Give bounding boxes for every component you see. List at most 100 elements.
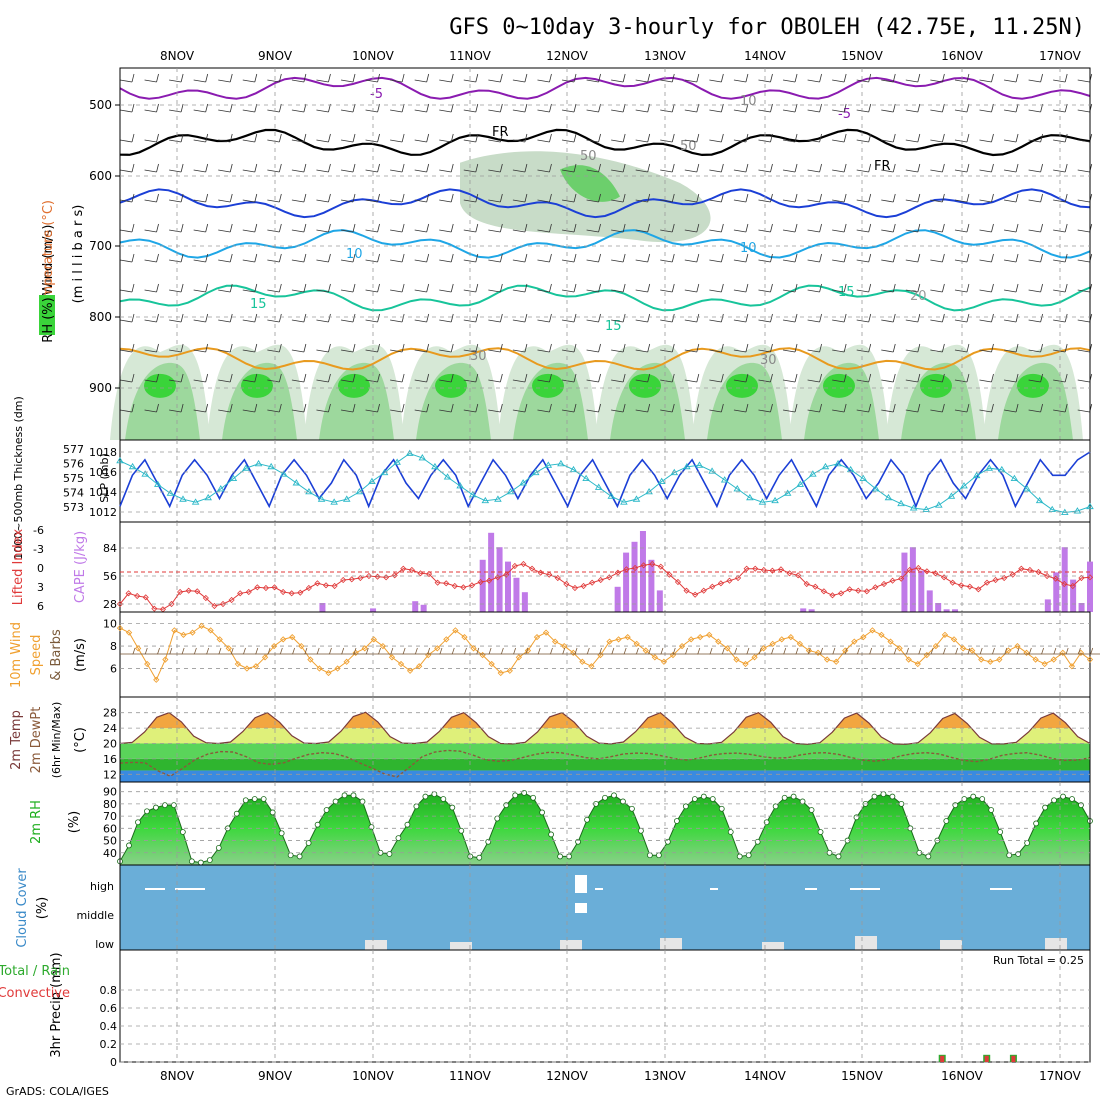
upper-wind-barb	[218, 349, 231, 353]
upper-wind-barb	[169, 259, 182, 263]
upper-wind-barb	[856, 349, 869, 353]
upper-wind-barb-flag	[819, 103, 822, 113]
upper-wind-barb	[316, 259, 329, 263]
upper-wind-barb-flag	[254, 373, 258, 383]
upper-wind-barb-flag	[917, 223, 921, 233]
upper-wind-barb	[193, 169, 206, 173]
upper-wind-barb	[463, 79, 476, 83]
upper-wind-barb	[1028, 169, 1041, 173]
temp-tick: 24	[103, 722, 117, 735]
surface-wind-barb-flag	[746, 647, 750, 655]
upper-wind-barb-flag	[229, 223, 233, 233]
upper-wind-barb-flag	[1040, 253, 1043, 263]
li-point	[425, 570, 433, 578]
upper-wind-barb-flag	[352, 283, 356, 293]
upper-wind-barb	[733, 289, 746, 293]
thickness-point	[519, 479, 527, 486]
p3-frame	[119, 521, 1091, 613]
upper-wind-barb-flag	[696, 373, 700, 383]
upper-wind-barb-flag	[426, 133, 430, 143]
rh-point	[305, 840, 312, 846]
upper-wind-barb-flag	[1064, 343, 1068, 353]
p7-label: Cloud Cover	[15, 868, 30, 948]
upper-wind-barb-flag	[598, 253, 601, 263]
wind10-point	[851, 638, 858, 645]
wind10-point	[651, 654, 658, 661]
high-cloud-trace	[850, 888, 880, 890]
upper-wind-barb	[930, 229, 943, 233]
upper-wind-barb	[267, 349, 280, 353]
upper-wind-barb-flag	[892, 403, 896, 413]
upper-wind-barb	[267, 79, 280, 83]
upper-wind-barb-flag	[499, 373, 503, 383]
wind10-point	[524, 647, 532, 654]
low-cloud-bar	[762, 942, 784, 950]
upper-wind-barb	[561, 259, 575, 263]
upper-wind-barb-flag	[647, 73, 651, 83]
upper-wind-barb	[365, 409, 378, 413]
upper-wind-barb-flag	[598, 283, 601, 293]
upper-wind-barb-flag	[156, 73, 159, 83]
surface-wind-barb-flag	[832, 647, 836, 655]
upper-wind-barb-flag	[1040, 373, 1043, 383]
li-point	[692, 591, 699, 598]
upper-wind-barb	[979, 349, 992, 353]
upper-wind-barb	[291, 379, 304, 383]
upper-wind-barb-flag	[868, 403, 872, 413]
li-point	[571, 584, 579, 592]
upper-wind-barb-flag	[1064, 403, 1068, 413]
upper-wind-barb	[390, 349, 403, 353]
upper-wind-barb	[1053, 139, 1066, 143]
upper-wind-barb	[954, 79, 968, 83]
upper-wind-barb-flag	[892, 163, 896, 173]
surface-wind-barb-flag	[378, 647, 381, 655]
upper-wind-barb-flag	[991, 73, 994, 83]
upper-wind-barb	[807, 79, 820, 83]
li-point	[546, 571, 553, 578]
upper-wind-barb-flag	[647, 313, 651, 323]
upper-wind-barb	[193, 259, 206, 263]
upper-wind-barb-flag	[843, 343, 847, 353]
upper-wind-barb	[611, 379, 624, 383]
upper-wind-barb-flag	[499, 253, 503, 263]
wind-tick: 6	[110, 663, 117, 676]
upper-wind-barb-flag	[647, 193, 651, 203]
upper-wind-barb	[611, 229, 624, 233]
upper-wind-barb	[782, 289, 796, 293]
thickness-point	[443, 473, 452, 480]
upper-wind-barb-flag	[131, 313, 135, 323]
upper-wind-barb-flag	[598, 163, 601, 173]
upper-wind-barb-flag	[426, 253, 430, 263]
upper-wind-barb-flag	[401, 223, 405, 233]
upper-wind-barb-flag	[229, 343, 233, 353]
bottom-date-label: 15NOV	[841, 1069, 883, 1083]
cape-bar	[926, 590, 933, 612]
upper-wind-barb	[439, 289, 452, 293]
upper-wind-barb-flag	[770, 133, 773, 143]
rh-point	[188, 858, 195, 865]
surface-wind-barb-flag	[218, 647, 222, 655]
upper-wind-barb	[660, 379, 673, 383]
upper-wind-barb-flag	[475, 73, 479, 83]
rh-point	[485, 838, 492, 845]
upper-wind-barb	[635, 349, 648, 353]
rh-point	[763, 819, 770, 826]
wind10-point	[1014, 642, 1021, 650]
upper-wind-barb-flag	[401, 133, 405, 143]
rh-point	[242, 797, 249, 804]
wind10-point	[406, 667, 414, 674]
low-cloud-bar	[560, 940, 582, 950]
upper-wind-barb-flag	[156, 373, 159, 383]
upper-wind-barb	[390, 229, 403, 233]
upper-wind-barb	[832, 319, 845, 323]
upper-wind-barb-flag	[1040, 223, 1043, 233]
upper-wind-barb	[488, 79, 501, 83]
upper-wind-barb-flag	[549, 283, 552, 293]
temp-label: Temperature (°C)	[41, 200, 56, 313]
upper-wind-barb-flag	[450, 103, 454, 113]
rh-point	[808, 807, 815, 813]
upper-wind-barb-flag	[794, 253, 798, 263]
upper-wind-barb	[611, 79, 624, 83]
upper-wind-barb	[954, 169, 968, 173]
